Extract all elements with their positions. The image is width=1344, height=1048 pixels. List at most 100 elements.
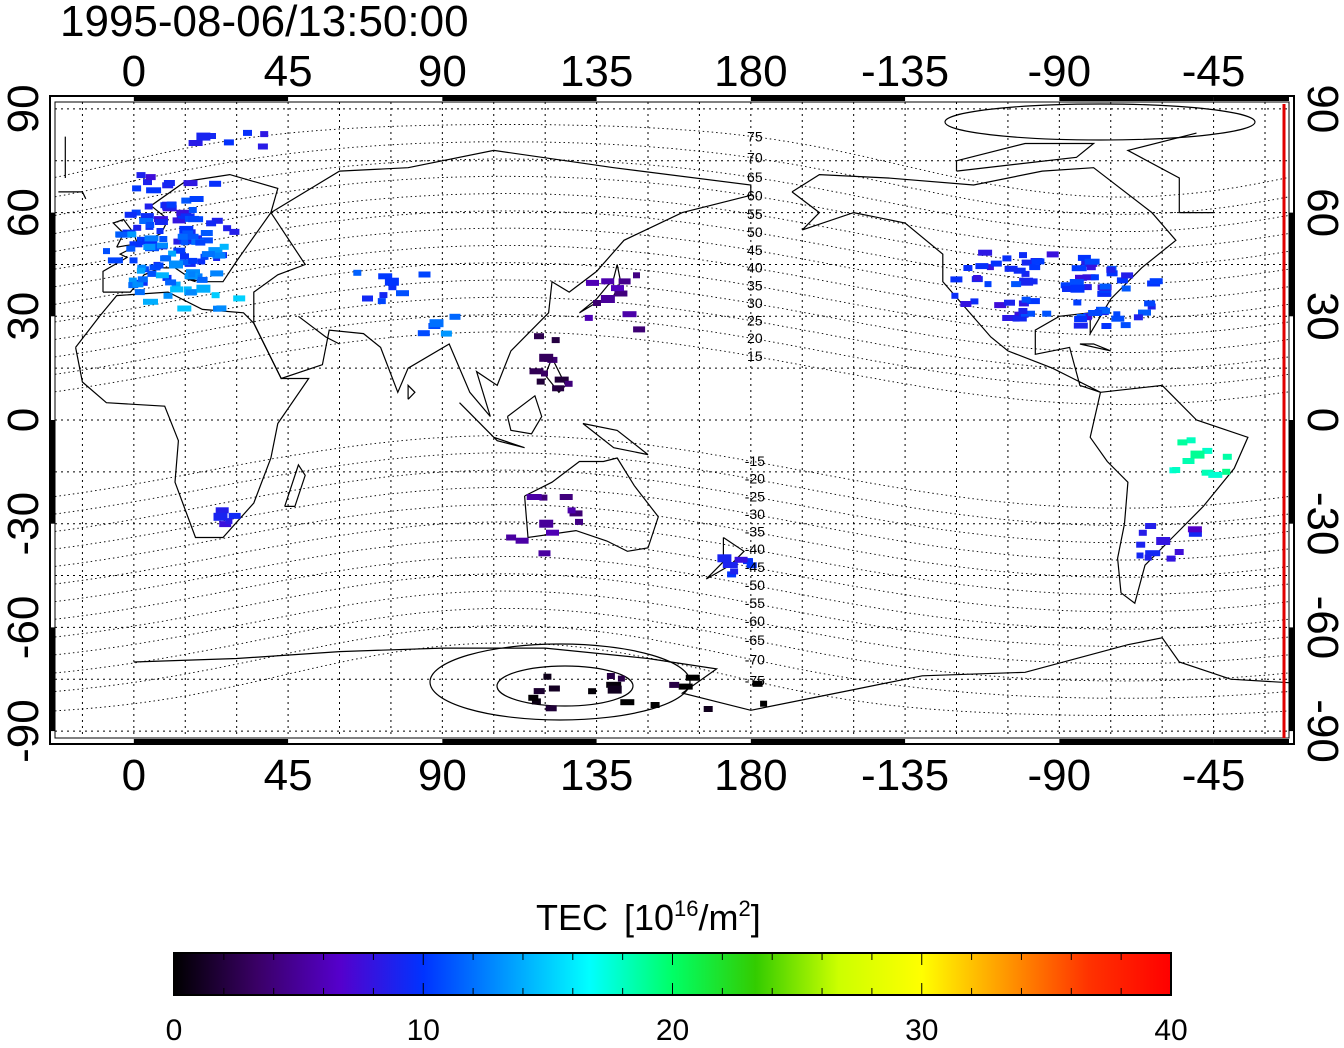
- axis-band: [442, 739, 597, 744]
- tec-pixel: [177, 305, 192, 312]
- tec-pixel: [188, 140, 203, 146]
- tec-pixel: [1082, 274, 1096, 281]
- coastline: [1079, 343, 1112, 352]
- magnetic-latitude-contours: [55, 103, 1289, 721]
- magnetic-latitude-label: -35: [745, 524, 765, 540]
- lat-tick-label-right: 90: [1298, 84, 1344, 133]
- tec-pixel: [183, 180, 198, 187]
- tec-pixel: [1172, 467, 1181, 473]
- tec-pixel: [211, 292, 220, 299]
- coastline: [506, 394, 543, 435]
- tec-pixel: [1133, 314, 1143, 321]
- magnetic-latitude-label: 30: [747, 295, 763, 311]
- tec-pixel: [1138, 309, 1151, 316]
- axis-band: [50, 627, 55, 732]
- magnetic-latitude-contour: [55, 158, 1289, 233]
- tec-pixel: [132, 185, 142, 192]
- tec-pixel: [1090, 274, 1099, 281]
- tec-pixel: [182, 230, 194, 237]
- magnetic-latitude-contour: [55, 607, 1289, 682]
- tec-pixel: [1071, 265, 1087, 272]
- magnetic-latitude-label: 25: [747, 313, 763, 329]
- tec-pixel: [212, 252, 226, 259]
- tec-pixel: [257, 143, 268, 150]
- tec-pixel: [179, 225, 194, 234]
- tec-pixel: [396, 290, 409, 297]
- tec-pixel: [1113, 311, 1121, 318]
- left-latitude-axis: 90 60 30 0 -30 -60 -90: [0, 84, 55, 763]
- lon-tick-label-top: -90: [1028, 47, 1092, 96]
- magnetic-latitude-label: -60: [745, 613, 765, 629]
- magnetic-latitude-label: 20: [747, 330, 763, 346]
- tec-pixel: [975, 263, 989, 270]
- tec-pixel: [1138, 529, 1147, 536]
- tec-pixel: [129, 241, 143, 248]
- magnetic-latitude-contour: [55, 279, 1289, 354]
- tec-pixel: [154, 219, 168, 225]
- tec-pixel: [1026, 298, 1040, 305]
- tec-pixel: [1097, 290, 1112, 297]
- tec-pixel: [223, 225, 232, 232]
- tec-pixel: [199, 237, 213, 244]
- tec-pixel: [188, 271, 196, 278]
- magnetic-latitude-contour: [55, 175, 1289, 250]
- lat-tick-label-left: 60: [0, 188, 48, 237]
- tec-pixel: [137, 276, 148, 283]
- tec-pixel: [173, 238, 184, 245]
- tec-pixel: [201, 251, 215, 258]
- tec-pixel: [1145, 523, 1157, 529]
- coastline: [253, 149, 752, 417]
- tec-pixel: [1019, 277, 1034, 286]
- tec-pixel: [181, 197, 192, 204]
- lon-tick-label-bottom: -90: [1028, 751, 1092, 800]
- tec-pixel: [173, 247, 186, 254]
- tec-pixel: [567, 507, 576, 514]
- axis-band: [50, 212, 55, 317]
- lon-tick-label-top: -45: [1182, 47, 1246, 96]
- tec-pixel: [541, 370, 548, 377]
- lon-tick-label-top: 135: [560, 47, 633, 96]
- tec-pixel: [1031, 258, 1045, 265]
- tec-pixel: [170, 286, 184, 293]
- tec-pixel: [160, 255, 172, 262]
- tec-pixel: [233, 295, 246, 302]
- tec-pixel: [147, 270, 157, 277]
- tec-pixel: [189, 196, 204, 202]
- lon-tick-label-bottom: 45: [264, 751, 313, 800]
- tec-pixel: [1144, 554, 1152, 561]
- tec-pixel: [179, 259, 191, 266]
- tec-pixel: [951, 292, 959, 299]
- tec-pixel: [1070, 284, 1085, 293]
- tec-pixel: [551, 337, 560, 344]
- tec-pixel: [132, 281, 144, 288]
- tec-pixel: [378, 273, 393, 280]
- tec-pixel: [127, 231, 137, 238]
- tec-pixel: [1086, 264, 1096, 271]
- magnetic-latitude-label: -50: [745, 577, 765, 593]
- magnetic-latitude-label: 70: [747, 150, 763, 166]
- magnetic-latitude-label: -45: [745, 559, 765, 575]
- lat-tick-label-right: -90: [1298, 699, 1344, 763]
- top-longitude-axis: 0 45 90 135 180 -135 -90 -45: [122, 47, 1289, 101]
- tec-pixel: [440, 330, 452, 337]
- tec-pixel: [717, 554, 732, 563]
- lat-tick-label-left: 30: [0, 292, 48, 341]
- tec-pixel: [1074, 316, 1088, 322]
- tec-pixel: [146, 222, 155, 228]
- magnetic-latitude-label: 65: [747, 169, 763, 185]
- lat-tick-label-right: 60: [1298, 188, 1344, 237]
- lon-tick-label-top: 45: [264, 47, 313, 96]
- tec-pixel: [960, 301, 972, 307]
- tec-pixel: [1187, 526, 1202, 533]
- tec-pixel: [1029, 264, 1041, 271]
- tec-pixel: [703, 706, 713, 712]
- tec-pixel: [243, 129, 252, 136]
- tec-pixel: [1202, 447, 1213, 454]
- magnetic-latitude-contour: [55, 193, 1289, 267]
- tec-pixel: [134, 289, 145, 296]
- colorbar-tick-label: 10: [407, 1014, 440, 1047]
- tec-pixel: [156, 228, 164, 234]
- magnetic-latitude-label: 60: [747, 188, 763, 204]
- tec-pixel: [734, 556, 748, 563]
